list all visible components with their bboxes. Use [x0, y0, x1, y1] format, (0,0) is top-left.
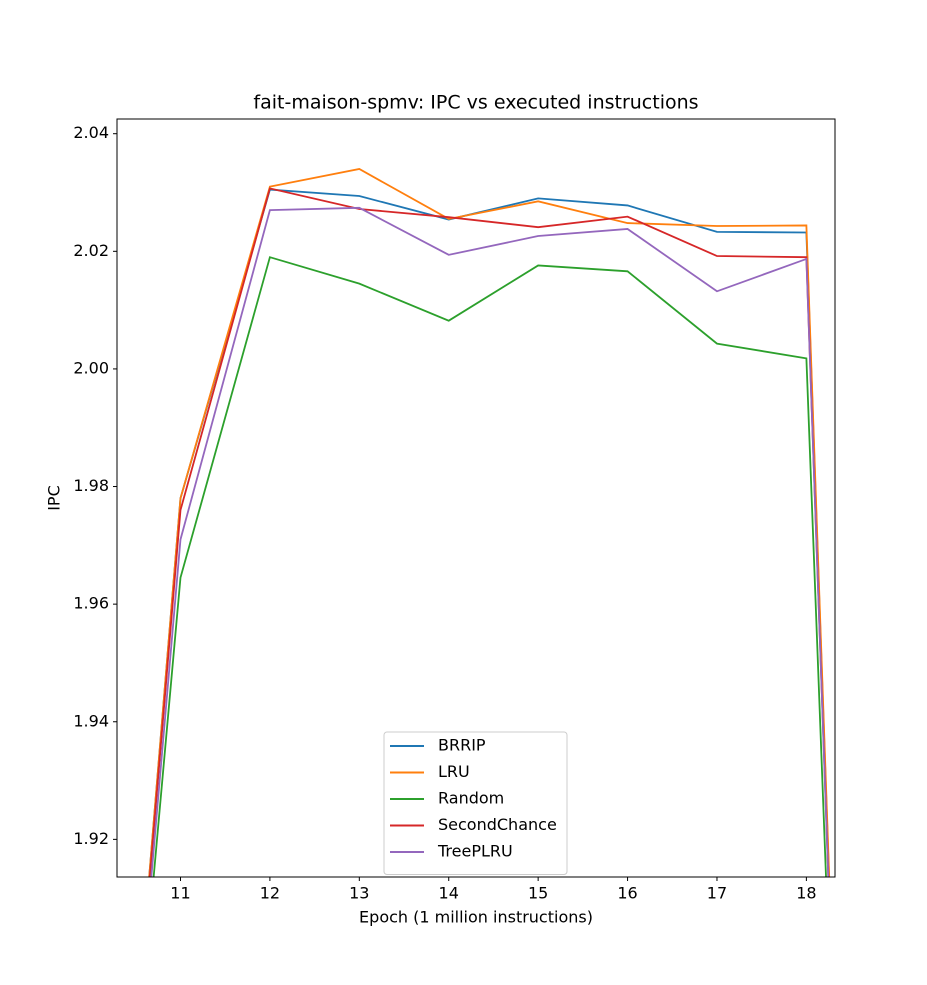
y-tick-label: 2.00 — [73, 358, 109, 377]
legend-label: BRRIP — [438, 736, 486, 755]
legend-label: LRU — [438, 762, 470, 781]
y-tick-label: 2.02 — [73, 241, 109, 260]
y-tick-label: 1.94 — [73, 711, 109, 730]
x-tick-label: 16 — [617, 884, 637, 903]
chart-title: fait-maison-spmv: IPC vs executed instru… — [253, 92, 698, 114]
x-tick-label: 13 — [349, 884, 369, 903]
x-tick-label: 17 — [707, 884, 727, 903]
y-tick-label: 2.04 — [73, 123, 109, 142]
series-line — [152, 256, 827, 877]
legend-label: TreePLRU — [437, 842, 513, 861]
legend-label: Random — [438, 789, 504, 808]
x-tick-label: 11 — [170, 884, 190, 903]
x-tick-label: 12 — [260, 884, 280, 903]
plot-area — [148, 168, 831, 877]
y-tick-label: 1.96 — [73, 594, 109, 613]
y-tick-label: 1.98 — [73, 476, 109, 495]
y-axis-label: IPC — [45, 485, 64, 511]
series-line — [148, 187, 830, 877]
plot-frame — [116, 118, 836, 878]
legend-box — [383, 731, 568, 875]
series-line — [150, 206, 830, 877]
x-tick-label: 18 — [796, 884, 816, 903]
y-tick-label: 1.92 — [73, 829, 109, 848]
x-axis-label: Epoch (1 million instructions) — [359, 908, 593, 927]
legend-label: SecondChance — [438, 815, 557, 834]
x-tick-label: 15 — [528, 884, 548, 903]
series-line — [148, 168, 831, 877]
x-tick-label: 14 — [439, 884, 459, 903]
